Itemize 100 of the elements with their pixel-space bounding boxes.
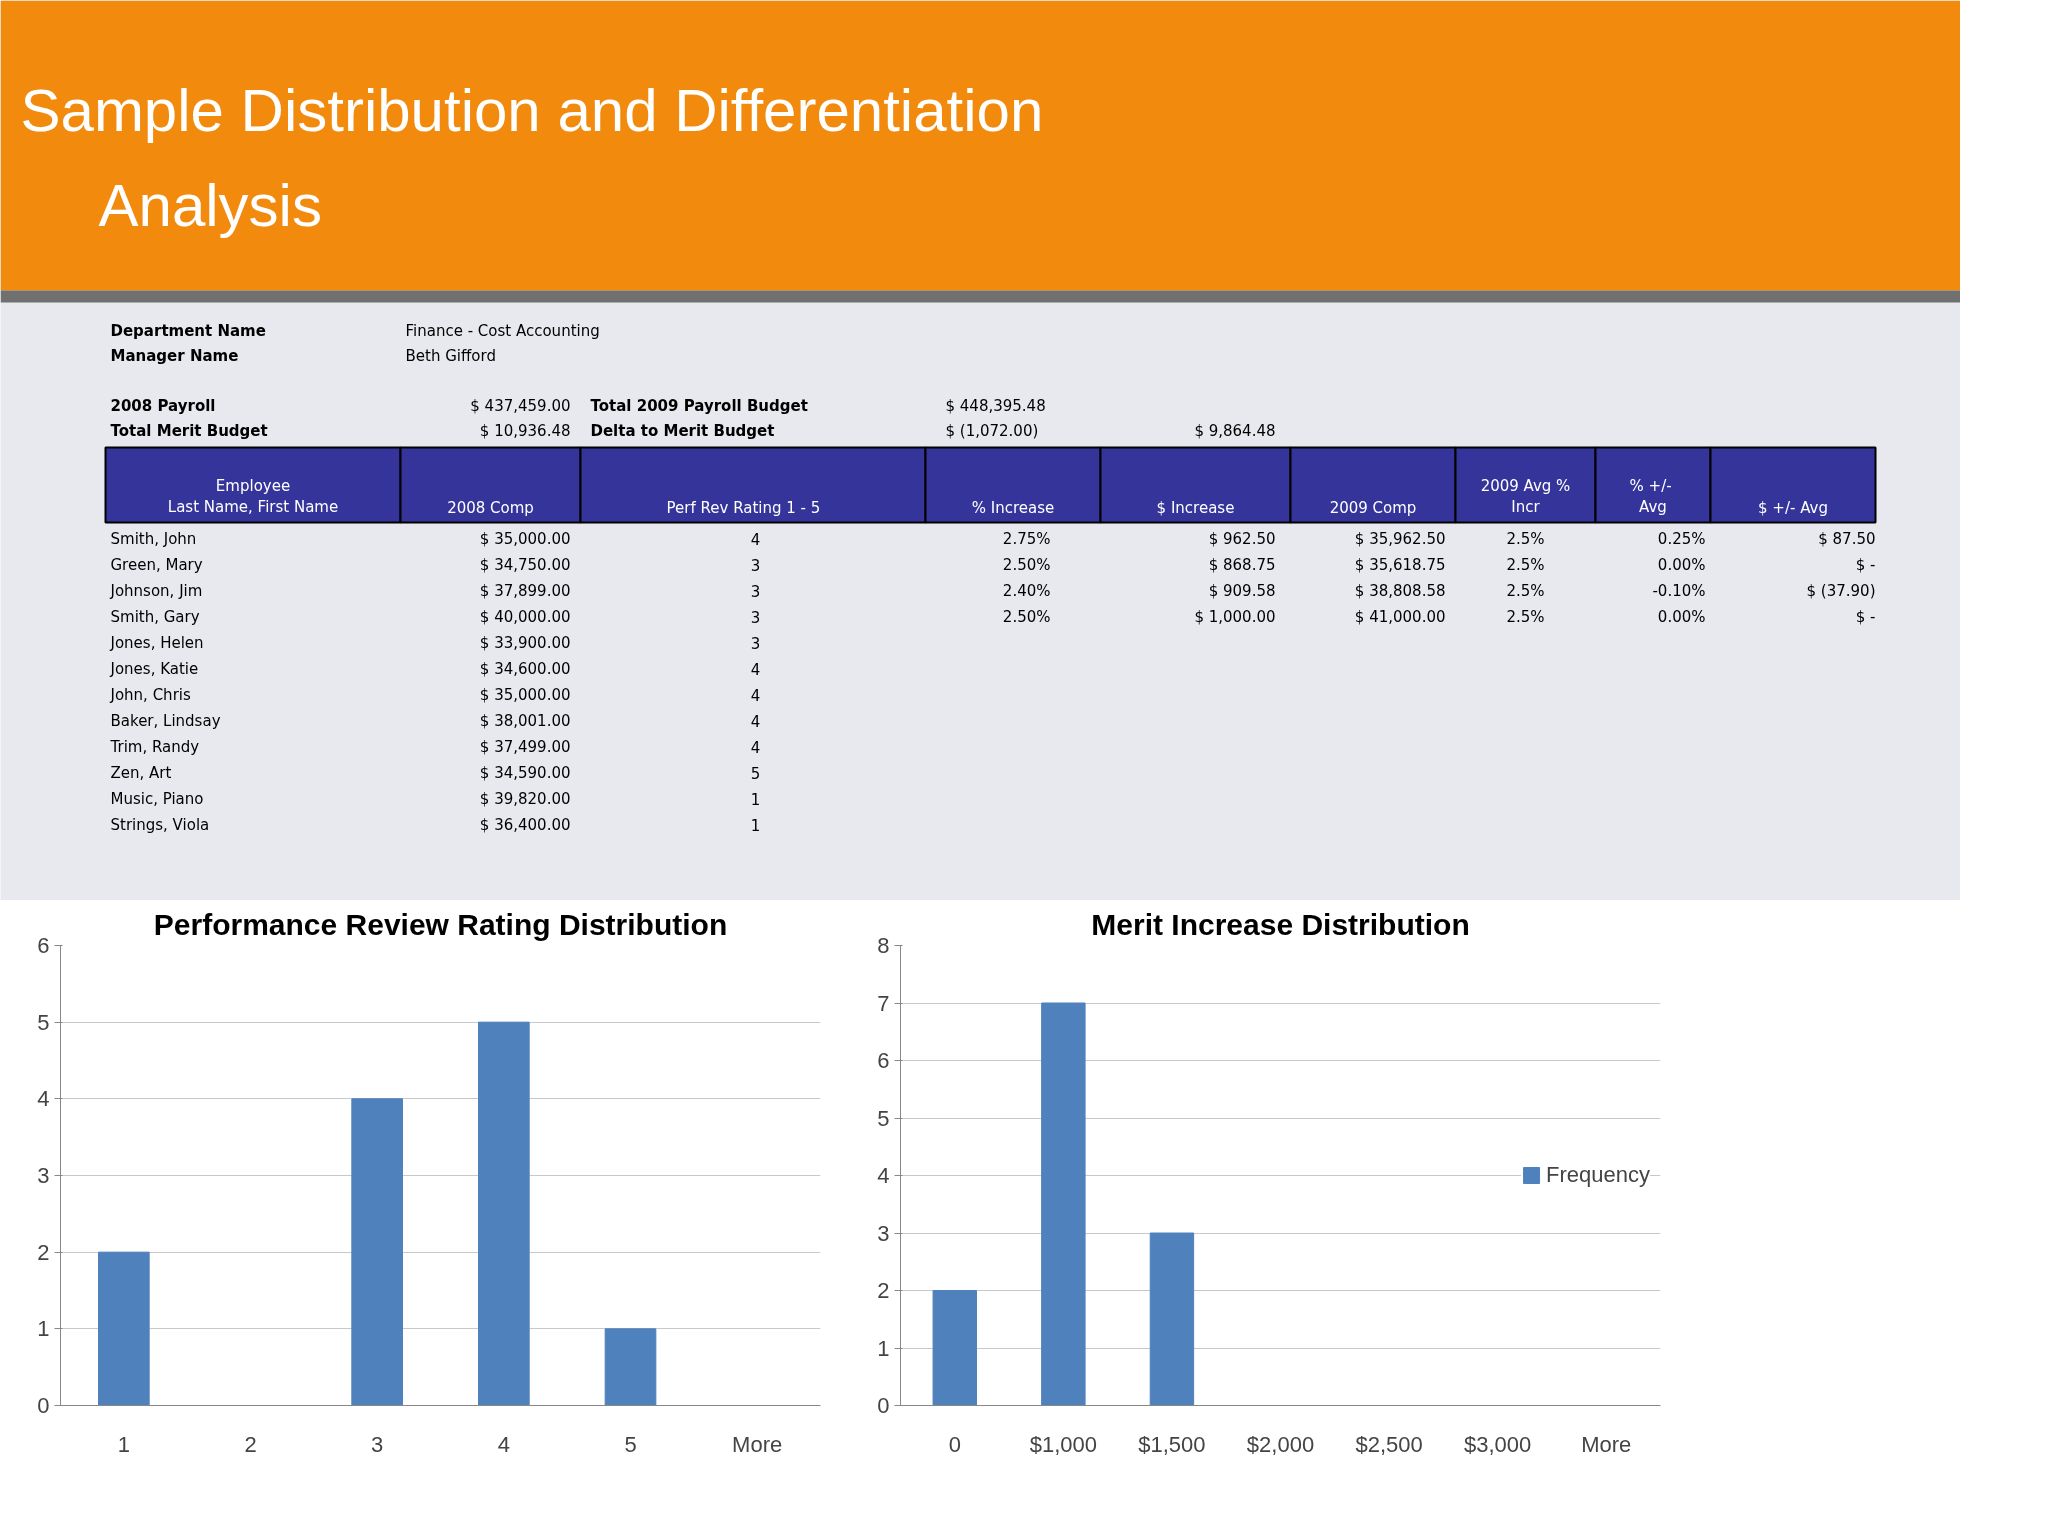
text: 5 xyxy=(750,764,761,783)
text: 2008 Payroll xyxy=(110,396,216,415)
text: $ +/- Avg xyxy=(1758,498,1828,517)
x-tick-label: 2 xyxy=(244,1431,257,1457)
text: 3 xyxy=(750,582,761,601)
text: 2.5% xyxy=(1506,607,1545,626)
text: Smith, John xyxy=(110,529,197,548)
text: $ 41,000.00 xyxy=(1354,607,1446,626)
text: Johnson, Jim xyxy=(109,581,203,600)
text: 3 xyxy=(750,556,761,575)
y-tick-label: 6 xyxy=(877,1048,890,1073)
x-tick-label: 4 xyxy=(497,1431,510,1457)
bar xyxy=(351,1098,403,1406)
text: $ 38,001.00 xyxy=(479,711,571,730)
text: Green, Mary xyxy=(110,555,203,574)
text: Zen, Art xyxy=(110,763,172,782)
text: Music, Piano xyxy=(110,789,204,808)
text: 2.40% xyxy=(1002,581,1051,600)
text: 4 xyxy=(750,660,761,679)
y-tick-label: 8 xyxy=(877,933,890,958)
text: $ Increase xyxy=(1156,498,1235,517)
text: 4 xyxy=(750,530,761,549)
text: 0.00% xyxy=(1657,607,1706,626)
text: $ 87.50 xyxy=(1818,529,1876,548)
text: Total Merit Budget xyxy=(110,421,268,440)
text: 2.5% xyxy=(1506,581,1545,600)
text: 2.75% xyxy=(1002,529,1051,548)
text: Department Name xyxy=(110,321,266,340)
text: $ 909.58 xyxy=(1208,581,1276,600)
text: 2008 Comp xyxy=(447,498,534,517)
text: Delta to Merit Budget xyxy=(590,421,775,440)
text: Strings, Viola xyxy=(110,815,210,834)
x-tick-label: $2,000 xyxy=(1246,1431,1315,1457)
y-tick-label: 4 xyxy=(877,1163,890,1188)
text: $ 9,864.48 xyxy=(1194,421,1276,440)
x-tick-label: 0 xyxy=(948,1431,961,1457)
x-tick-label: $1,000 xyxy=(1029,1431,1098,1457)
text: $ 34,600.00 xyxy=(479,659,571,678)
legend-label: Frequency xyxy=(1546,1162,1650,1188)
y-tick-label: 3 xyxy=(877,1220,890,1246)
text: 4 xyxy=(750,738,761,757)
text: 1 xyxy=(750,816,761,835)
text: -0.10% xyxy=(1652,581,1706,600)
bar xyxy=(478,1021,530,1406)
text: $ (1,072.00) xyxy=(945,421,1039,440)
text: $ (37.90) xyxy=(1806,581,1876,600)
text: John, Chris xyxy=(109,685,191,704)
y-tick-label: 0 xyxy=(877,1393,890,1418)
x-tick-label: $3,000 xyxy=(1464,1431,1532,1457)
y-tick-label: 5 xyxy=(877,1105,890,1131)
text: Sample Distribution and Differentiation Analysis xyxy=(20,77,1044,239)
text: Total 2009 Payroll Budget xyxy=(590,396,808,415)
bar xyxy=(1041,1002,1086,1406)
x-tick-label: More xyxy=(1581,1431,1632,1457)
text: $ 1,000.00 xyxy=(1194,607,1276,626)
text: % +/- Avg xyxy=(1629,476,1672,517)
text: Manager Name xyxy=(110,346,239,365)
text: Smith, Gary xyxy=(110,607,200,626)
text: $ 35,000.00 xyxy=(479,529,571,548)
y-tick-label: 6 xyxy=(37,933,50,958)
text: $ 37,499.00 xyxy=(479,737,571,756)
text: 2.5% xyxy=(1506,529,1545,548)
chart-title: Performance Review Rating Distribution xyxy=(153,907,728,941)
text: $ 868.75 xyxy=(1208,555,1276,574)
x-tick-label: $1,500 xyxy=(1138,1431,1206,1457)
y-tick-label: 5 xyxy=(37,1009,50,1035)
text: $ - xyxy=(1855,555,1876,574)
text: Jones, Helen xyxy=(109,633,204,652)
text: $ 33,900.00 xyxy=(479,633,571,652)
y-tick-label: 3 xyxy=(37,1163,50,1188)
x-tick-label: More xyxy=(732,1431,783,1457)
y-tick-label: 2 xyxy=(877,1278,890,1303)
text: Baker, Lindsay xyxy=(110,711,221,730)
y-tick-label: 0 xyxy=(37,1393,50,1418)
text: $ 437,459.00 xyxy=(470,396,571,415)
text: $ 39,820.00 xyxy=(479,789,571,808)
text: $ 37,899.00 xyxy=(479,581,571,600)
text: 2.5% xyxy=(1506,555,1545,574)
text: % Increase xyxy=(971,498,1055,517)
text: $ 448,395.48 xyxy=(945,396,1046,415)
text: $ 35,000.00 xyxy=(479,685,571,704)
y-tick-label: 2 xyxy=(37,1239,50,1265)
text: 2009 Avg % Incr xyxy=(1480,476,1571,517)
bar xyxy=(604,1328,657,1406)
text: $ 34,750.00 xyxy=(479,555,571,574)
text: 2.50% xyxy=(1002,607,1051,626)
text: 0.00% xyxy=(1657,555,1706,574)
text: 0.25% xyxy=(1657,529,1706,548)
text: 4 xyxy=(750,712,761,731)
bar xyxy=(1149,1232,1195,1406)
bar xyxy=(98,1251,150,1406)
y-tick-label: 1 xyxy=(877,1335,890,1361)
text: Beth Gifford xyxy=(405,346,496,365)
text: $ 10,936.48 xyxy=(479,421,571,440)
text: $ 34,590.00 xyxy=(479,763,571,782)
text: 1 xyxy=(750,790,761,809)
text: $ 36,400.00 xyxy=(479,815,571,834)
text: Jones, Katie xyxy=(109,659,199,678)
text: 2009 Comp xyxy=(1329,498,1417,517)
y-tick-label: 7 xyxy=(877,990,890,1016)
